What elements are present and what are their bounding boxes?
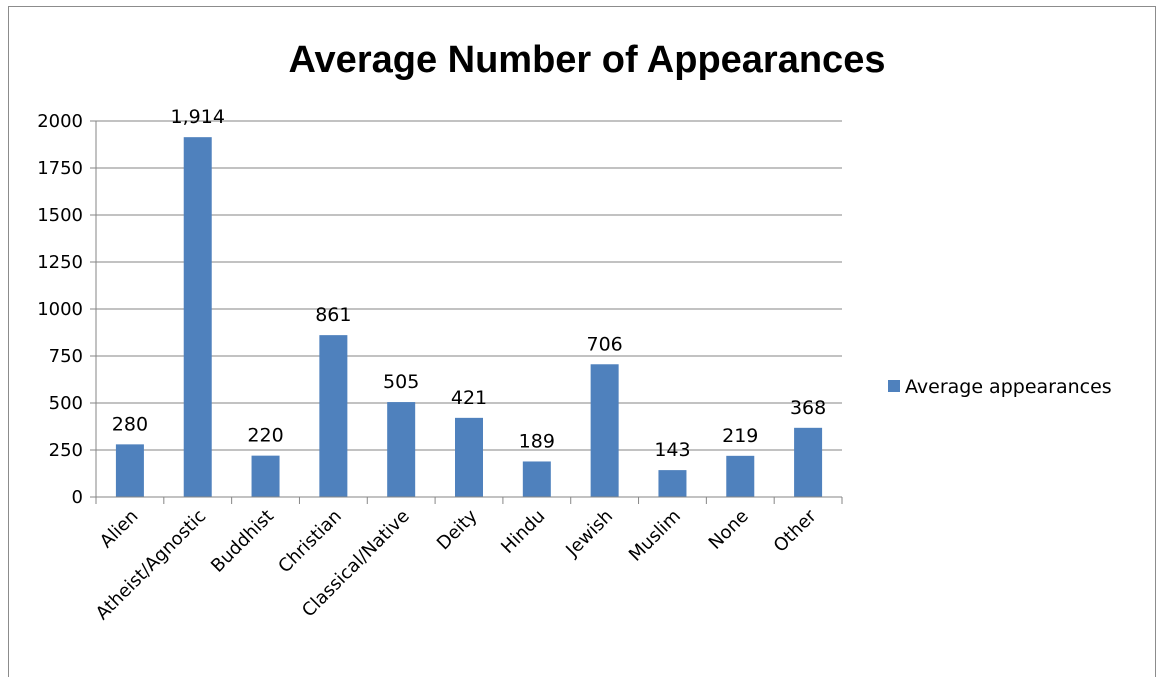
data-labels: 280 1,914 220 861 505 421 189 706 143 219 368: [112, 106, 826, 461]
chart-title: Average Number of Appearances: [289, 39, 886, 81]
y-tick-label: 250: [49, 440, 83, 461]
data-label: 421: [451, 387, 487, 409]
data-label: 706: [587, 333, 623, 355]
bar: [115, 444, 144, 497]
x-tick-label: Deity: [433, 505, 482, 554]
y-tick-label: 1250: [37, 252, 83, 273]
x-tick-label: Alien: [96, 506, 143, 553]
x-axis: AlienAtheist/AgnosticBuddhistChristianCl…: [92, 496, 843, 624]
x-tick-label: Buddhist: [207, 506, 278, 577]
bar: [726, 455, 755, 497]
x-tick-label: None: [705, 506, 753, 554]
legend-label: Average appearances: [905, 376, 1112, 398]
bar: [319, 335, 348, 497]
x-tick-label: Christian: [274, 506, 346, 578]
y-tick-label: 1500: [37, 205, 83, 226]
bar: [455, 417, 483, 497]
x-tick-label: Jewish: [561, 506, 617, 562]
data-label: 143: [654, 439, 690, 461]
bar: [658, 470, 687, 497]
bar: [794, 427, 823, 497]
y-tick-label: 1750: [37, 158, 83, 179]
x-tick-label: Hindu: [497, 506, 549, 558]
y-tick-label: 2000: [37, 111, 83, 132]
bar: [522, 461, 551, 497]
data-label: 505: [383, 371, 419, 393]
chart-frame: [8, 6, 1156, 677]
y-tick-label: 750: [49, 346, 83, 367]
data-label: 861: [315, 304, 351, 326]
bar: [183, 137, 212, 497]
x-tick-label: Other: [770, 505, 821, 556]
y-tick-label: 500: [49, 393, 83, 414]
y-axis: 0 250 500 750 1000 1250 1500 1750 2000: [37, 111, 97, 508]
y-tick-label: 0: [72, 487, 83, 508]
legend-swatch: [888, 380, 900, 392]
bar: [387, 402, 416, 497]
data-label: 219: [722, 425, 758, 447]
bar: [251, 455, 280, 497]
data-label: 189: [519, 430, 555, 452]
x-tick-label: Muslim: [625, 506, 685, 566]
data-label: 368: [790, 397, 826, 419]
data-label: 220: [247, 425, 283, 447]
data-label: 280: [112, 413, 148, 435]
legend: Average appearances: [888, 376, 1112, 398]
gridlines: [96, 120, 842, 451]
bar: [590, 364, 619, 497]
bars: [115, 137, 823, 497]
y-tick-label: 1000: [37, 299, 83, 320]
data-label: 1,914: [171, 106, 225, 128]
